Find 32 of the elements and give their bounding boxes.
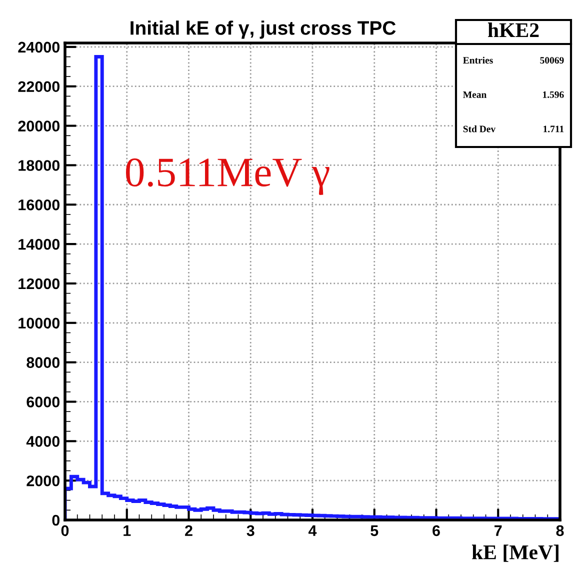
x-tick-label: 5 bbox=[370, 525, 378, 536]
text: hKE2 bbox=[488, 22, 539, 38]
y-tick-label: 10000 bbox=[18, 318, 60, 329]
x-axis-title: kE [MeV] bbox=[472, 544, 558, 562]
y-tick-label: 0 bbox=[52, 514, 60, 526]
y-tick-label: 14000 bbox=[18, 238, 60, 250]
y-tick-label: 4000 bbox=[26, 436, 60, 447]
annotation: 0.511MeV γ bbox=[126, 158, 330, 195]
x-tick-label: 8 bbox=[556, 525, 564, 536]
x-tick-label: 7 bbox=[494, 525, 502, 536]
chart-title: Initial kE of γ, just cross TPC bbox=[130, 20, 396, 39]
y-tick-label: 18000 bbox=[18, 160, 60, 171]
annotation: Std Dev bbox=[463, 125, 496, 132]
annotation: 1.711 bbox=[544, 126, 564, 132]
annotation: Mean bbox=[463, 91, 486, 98]
y-tick-label: 20000 bbox=[18, 120, 60, 132]
y-tick-label: 2000 bbox=[26, 475, 60, 486]
annotation: Entries bbox=[463, 56, 493, 64]
y-tick-label: 24000 bbox=[18, 42, 60, 53]
x-tick-label: 6 bbox=[432, 525, 440, 536]
x-tick-label: 4 bbox=[308, 525, 317, 536]
annotation: 1.596 bbox=[543, 91, 564, 98]
y-tick-label: 6000 bbox=[26, 396, 60, 408]
x-tick-label: 2 bbox=[185, 525, 192, 536]
y-tick-label: 8000 bbox=[26, 357, 60, 368]
x-tick-label: 1 bbox=[124, 525, 131, 536]
y-tick-label: 12000 bbox=[18, 278, 60, 290]
y-tick-label: 16000 bbox=[18, 199, 60, 210]
y-tick-label: 22000 bbox=[18, 81, 60, 92]
x-tick-label: 0 bbox=[61, 525, 69, 536]
x-tick-label: 3 bbox=[246, 525, 254, 536]
annotation: 50069 bbox=[540, 57, 564, 64]
